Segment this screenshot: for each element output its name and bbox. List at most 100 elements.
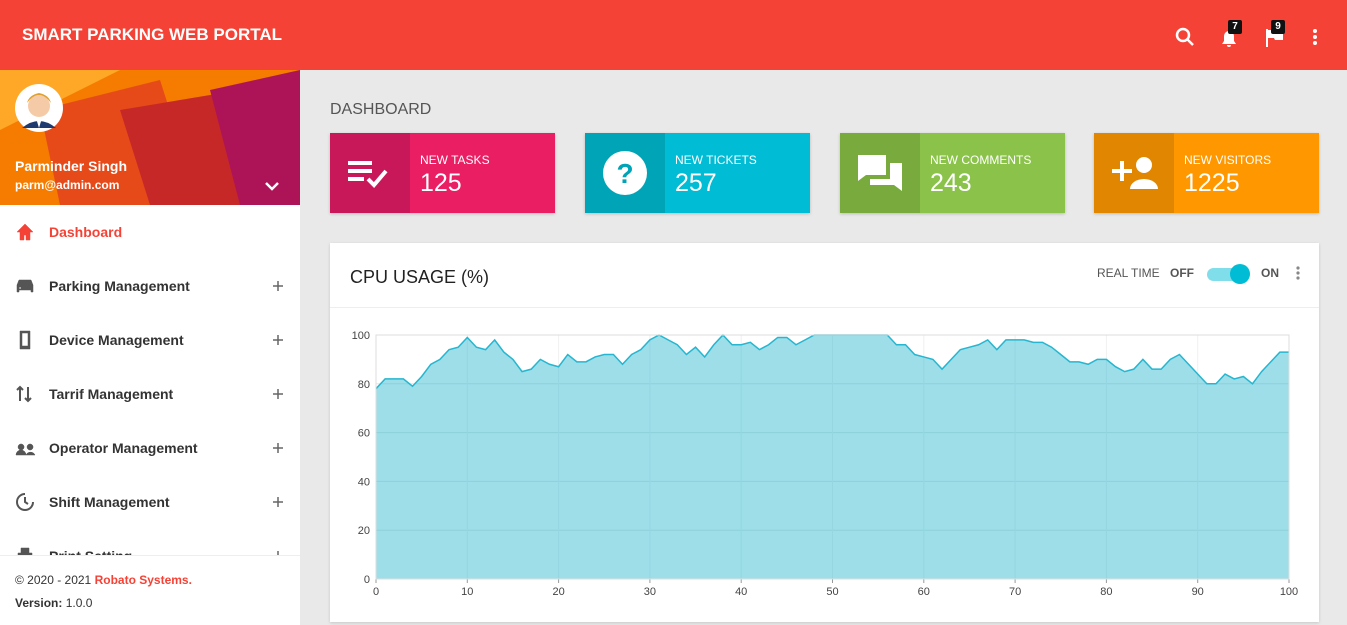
menu-icon-shape [17, 547, 33, 555]
x-tick-label: 70 [1009, 586, 1021, 598]
x-tick-label: 30 [644, 586, 656, 598]
expand-icon[interactable] [272, 334, 284, 346]
icon-shape [870, 163, 902, 191]
menu-label: Parking Management [49, 278, 190, 294]
realtime-label: REAL TIME [1097, 266, 1160, 280]
toolbar-icons [1175, 27, 1317, 47]
flag-badge: 9 [1271, 20, 1285, 34]
menu-label: Operator Management [49, 440, 198, 456]
stat-card[interactable]: NEW COMMENTS 243 [840, 133, 1065, 213]
x-tick-label: 40 [735, 586, 747, 598]
card-label: NEW TICKETS [675, 153, 757, 167]
nav-menu: Dashboard Parking Management Device Manage… [0, 205, 300, 555]
x-tick-label: 0 [373, 586, 379, 598]
menu-item[interactable]: Tarrif Management [0, 367, 300, 421]
y-tick-label: 40 [358, 476, 370, 488]
icon-shape [1130, 179, 1158, 189]
plus-shape [273, 281, 283, 291]
app-title: SMART PARKING WEB PORTAL [22, 25, 283, 44]
copyright-line: © 2020 - 2021 Robato Systems. [15, 573, 192, 587]
top-bar: SMART PARKING WEB PORTAL 7 9 [0, 0, 1347, 70]
menu-icon [16, 279, 34, 293]
sidebar-footer: © 2020 - 2021 Robato Systems. Version: 1… [0, 555, 300, 625]
card-value: 125 [420, 169, 462, 197]
realtime-toggle[interactable] [1205, 261, 1265, 287]
menu-label: Tarrif Management [49, 386, 174, 402]
cpu-chart: 0 20 40 60 80 100 0 10 20 30 40 50 60 70 80 90 100 [352, 330, 1299, 598]
expand-icon[interactable] [272, 388, 284, 400]
notification-badge: 7 [1228, 20, 1242, 34]
menu-icon-shape [16, 385, 32, 403]
y-tick-label: 100 [352, 330, 370, 342]
sidebar: Parminder Singh parm@admin.com Dashboard… [0, 70, 300, 625]
expand-icon[interactable] [272, 496, 284, 508]
expand-icon[interactable] [272, 442, 284, 454]
plus-shape [277, 551, 279, 555]
card-label: NEW TASKS [420, 153, 490, 167]
plot-border [375, 334, 1290, 580]
stat-card[interactable]: NEW VISITORS 1225 [1094, 133, 1319, 213]
icon-shape [1136, 157, 1152, 173]
version: 1.0.0 [65, 596, 93, 610]
menu-icon-shape [15, 443, 36, 456]
panel-divider [330, 307, 1319, 308]
bell-icon[interactable] [1222, 31, 1236, 47]
menu-icon [19, 330, 31, 350]
menu-icon-shape [16, 223, 34, 241]
user-name: Parminder Singh [15, 158, 128, 174]
stat-card[interactable]: ? NEW TICKETS 257 [585, 133, 810, 213]
plus-shape [273, 497, 283, 507]
plus-shape [273, 335, 283, 345]
on-label: ON [1261, 266, 1279, 280]
area [376, 335, 1289, 579]
y-tick-label: 20 [358, 525, 370, 537]
x-tick-label: 10 [461, 586, 473, 598]
menu-item[interactable]: Device Management [0, 313, 300, 367]
version-label: Version: [15, 596, 63, 610]
menu-icon-shape [19, 330, 31, 350]
version-line: Version: 1.0.0 [15, 596, 92, 610]
expand-icon[interactable] [272, 280, 284, 292]
menu-item[interactable]: Print Setting [0, 529, 300, 555]
card-label: NEW COMMENTS [930, 153, 1032, 167]
icon-shape [1112, 161, 1132, 181]
icon-shape [603, 151, 647, 195]
menu-item[interactable]: Parking Management [0, 259, 300, 313]
menu-icon [17, 547, 33, 555]
card-label: NEW VISITORS [1184, 153, 1272, 167]
menu-label: Dashboard [49, 224, 123, 240]
more-icon[interactable] [1313, 29, 1317, 45]
menu-label: Shift Management [49, 494, 170, 510]
x-tick-label: 20 [552, 586, 564, 598]
x-tick-label: 90 [1192, 586, 1204, 598]
plus-shape [273, 389, 283, 399]
stat-card[interactable]: NEW TASKS 125 [330, 133, 555, 213]
company-link[interactable]: Robato Systems. [94, 573, 192, 587]
menu-icon-shape [16, 279, 34, 293]
menu-label: Device Management [49, 332, 184, 348]
icon-shape [858, 155, 886, 181]
card-icon [840, 133, 920, 213]
profile-background [0, 70, 300, 205]
search-icon[interactable] [1175, 27, 1194, 46]
y-tick-label: 80 [358, 379, 370, 391]
icon-shape [366, 169, 388, 188]
page-title: DASHBOARD [330, 101, 432, 118]
card-icon: ? [585, 133, 665, 213]
card-icon [330, 133, 410, 213]
profile: Parminder Singh parm@admin.com [0, 70, 300, 205]
menu-item[interactable]: Operator Management [0, 421, 300, 475]
chart-panel: CPU USAGE (%) REAL TIME OFF ON 0 20 40 60 80… [330, 243, 1319, 622]
plus-shape [273, 443, 283, 453]
expand-icon[interactable] [272, 550, 284, 555]
panel-menu-icon[interactable] [1294, 265, 1302, 283]
y-tick-label: 0 [364, 574, 370, 586]
menu-item[interactable]: Dashboard [0, 205, 300, 259]
menu-item[interactable]: Shift Management [0, 475, 300, 529]
menu-icon [15, 443, 36, 456]
menu-icon-shape [16, 493, 34, 511]
card-value: 257 [675, 169, 717, 197]
copyright: © 2020 - 2021 [15, 573, 92, 587]
card-value: 243 [930, 169, 972, 197]
off-label: OFF [1170, 266, 1194, 280]
